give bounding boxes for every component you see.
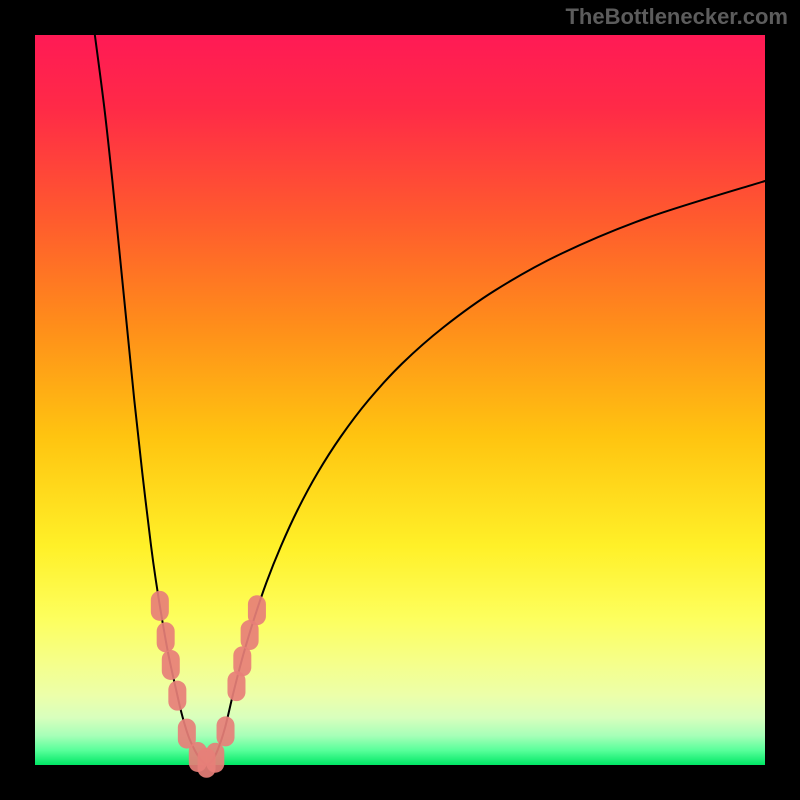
data-marker [206, 743, 224, 773]
data-marker [217, 716, 235, 746]
data-marker [157, 622, 175, 652]
data-marker [168, 681, 186, 711]
plot-background [35, 35, 765, 765]
data-marker [162, 650, 180, 680]
data-marker [248, 595, 266, 625]
bottleneck-chart: TheBottlenecker.com [0, 0, 800, 800]
data-marker [151, 591, 169, 621]
chart-svg [0, 0, 800, 800]
data-marker [233, 646, 251, 676]
watermark-text: TheBottlenecker.com [565, 4, 788, 30]
